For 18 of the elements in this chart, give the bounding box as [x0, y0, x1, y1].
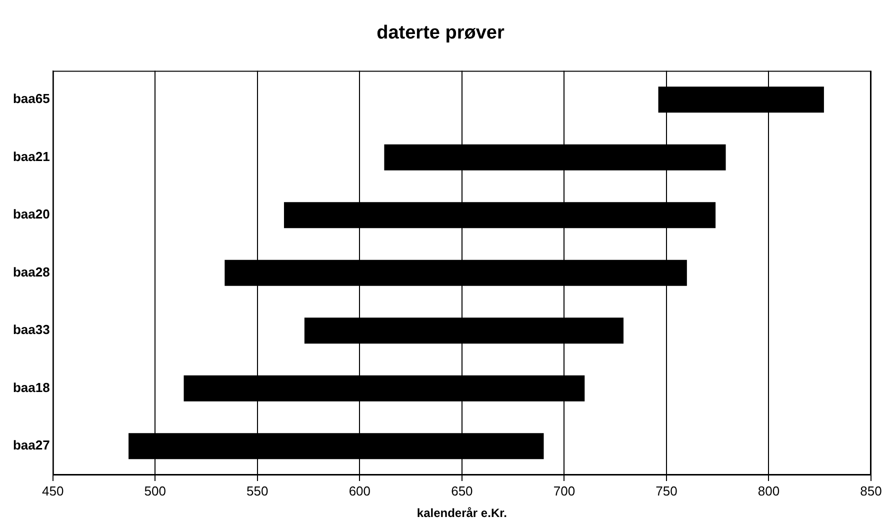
- y-tick-label: baa18: [12, 380, 50, 395]
- y-tick-label: baa20: [12, 206, 50, 222]
- x-tick-label: 650: [451, 483, 473, 498]
- y-tick-label: baa65: [12, 91, 50, 106]
- x-tick-label: 700: [553, 483, 576, 498]
- x-tick-label: 800: [758, 483, 780, 498]
- x-tick-label: 500: [144, 483, 166, 498]
- chart-title: daterte prøver: [376, 22, 505, 44]
- y-tick-label: baa21: [12, 148, 50, 164]
- x-tick-label: 850: [860, 483, 882, 498]
- y-tick-label: baa28: [12, 264, 50, 280]
- x-axis-title: kalenderår e.Kr.: [416, 506, 507, 520]
- x-tick-label: 450: [42, 483, 64, 498]
- x-tick-label: 600: [348, 483, 371, 498]
- y-tick-label: baa27: [12, 438, 50, 453]
- x-tick-label: 750: [656, 483, 678, 498]
- x-tick-label: 550: [246, 483, 268, 498]
- y-tick-label: baa33: [12, 322, 50, 338]
